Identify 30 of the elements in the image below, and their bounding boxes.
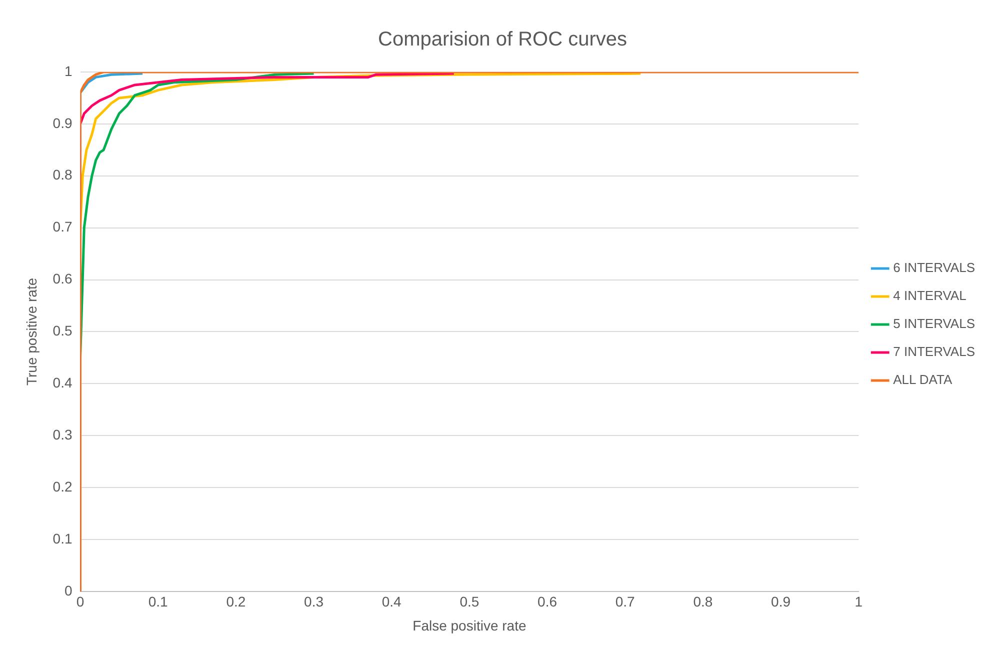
x-tick-label: 0.1 [148,594,168,610]
x-tick-label: 0.2 [226,594,246,610]
y-tick-label: 1 [64,62,72,79]
legend-label: 5 INTERVALS [893,316,976,332]
y-tick-label: 0.8 [52,166,72,183]
x-tick-label: 0.5 [460,594,480,610]
legend-label: 4 INTERVAL [893,288,966,304]
legend-label: 7 INTERVALS [893,344,976,360]
y-tick-label: 0 [64,582,72,598]
x-tick-label: 0.8 [693,594,713,610]
x-tick-label: 0 [76,594,84,610]
legend-label: ALL DATA [893,372,952,388]
y-axis-title: True positive rate [23,278,40,386]
x-tick-label: 1 [854,594,863,610]
chart-title: Comparision of ROC curves [378,28,627,51]
x-axis-title: False positive rate [412,617,526,634]
y-tick-label: 0.9 [52,114,72,131]
y-tick-label: 0.7 [52,218,72,235]
y-tick-label: 0.5 [52,322,72,339]
x-tick-label: 0.6 [538,594,558,610]
x-tick-label: 0.4 [382,594,402,610]
y-tick-label: 0.2 [52,478,72,494]
y-tick-label: 0.6 [52,270,72,287]
x-tick-label: 0.3 [304,594,324,610]
y-tick-label: 0.1 [52,530,72,546]
y-tick-label: 0.4 [52,374,72,390]
x-tick-label: 0.7 [615,594,636,610]
legend-label: 6 INTERVALS [893,260,976,276]
x-tick-label: 0.9 [771,594,791,610]
y-tick-label: 0.3 [52,426,72,442]
